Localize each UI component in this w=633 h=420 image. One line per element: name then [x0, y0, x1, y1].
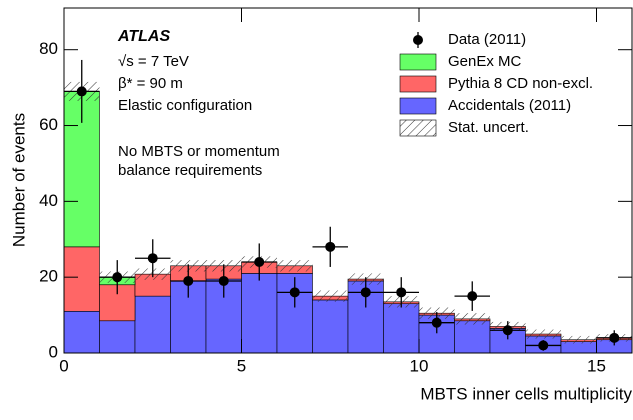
legend-label: GenEx MC	[448, 53, 522, 70]
data-point	[502, 325, 513, 336]
legend-label: Data (2011)	[448, 31, 526, 48]
data-point	[76, 86, 87, 97]
legend-marker	[413, 35, 423, 45]
histogram-bar	[63, 310, 100, 354]
annotation: √s = 7 TeV	[118, 53, 189, 70]
histogram-bar	[383, 303, 420, 354]
data-point	[467, 291, 478, 302]
legend-swatch	[399, 119, 437, 137]
y-tick-label: 0	[49, 342, 58, 361]
histogram-bar	[99, 320, 136, 354]
histogram-bar	[241, 273, 278, 354]
histogram-bar	[454, 320, 491, 354]
x-tick-label: 5	[237, 356, 246, 375]
x-tick-label: 10	[410, 356, 429, 375]
annotation: balance requirements	[118, 162, 262, 179]
stat-uncert-band	[525, 329, 561, 339]
legend-swatch	[399, 53, 437, 71]
plot-frame	[63, 7, 633, 354]
stat-uncert-band	[561, 335, 597, 344]
annotation: ATLAS	[117, 28, 170, 45]
y-tick-label: 40	[39, 191, 58, 210]
data-point	[112, 272, 123, 283]
legend-swatch	[399, 75, 437, 93]
legend-label: Pythia 8 CD non-excl.	[448, 75, 593, 92]
annotation: Elastic configuration	[118, 97, 252, 114]
histogram-bar	[134, 295, 171, 354]
stat-uncert-band	[277, 260, 313, 272]
data-point	[360, 287, 371, 298]
data-point	[431, 317, 442, 328]
data-point	[538, 340, 549, 351]
data-point	[289, 287, 300, 298]
data-point	[254, 257, 265, 268]
histogram-bar	[63, 246, 100, 312]
x-axis-title: MBTS inner cells multiplicity	[420, 384, 632, 403]
data-point	[396, 287, 407, 298]
x-tick-label: 0	[59, 356, 68, 375]
y-tick-label: 20	[39, 267, 58, 286]
y-tick-label: 60	[39, 115, 58, 134]
histogram-bar	[312, 299, 349, 354]
legend-swatch	[399, 97, 437, 115]
y-tick-label: 80	[39, 39, 58, 58]
legend-label: Stat. uncert.	[448, 119, 529, 136]
data-point	[325, 241, 336, 252]
legend-label: Accidentals (2011)	[448, 97, 571, 114]
annotation: β* = 90 m	[118, 75, 183, 92]
data-point	[183, 275, 194, 286]
stat-uncert-band	[312, 290, 348, 302]
data-point	[147, 253, 158, 264]
stat-uncert-band	[454, 313, 490, 325]
annotation: No MBTS or momentum	[118, 143, 280, 160]
x-tick-label: 15	[587, 356, 606, 375]
data-point	[218, 275, 229, 286]
data-point	[609, 332, 620, 343]
y-axis-title: Number of events	[9, 113, 28, 247]
